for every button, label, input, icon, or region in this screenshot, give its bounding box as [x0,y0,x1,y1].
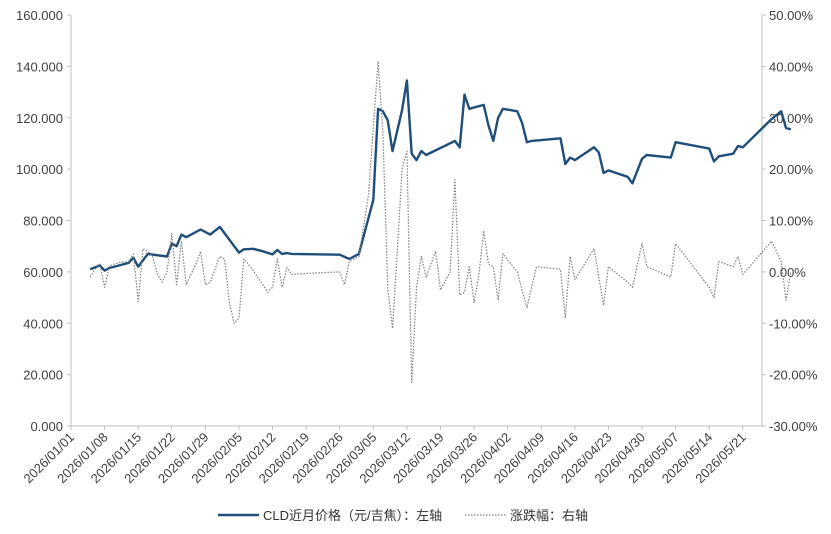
y-right-tick-label: 10.00% [769,214,814,229]
series-layer [89,60,792,383]
y-left-tick-label: 20.000 [23,368,63,383]
legend: CLD近月价格（元/吉焦）：左轴 涨跌幅：右轴 [218,508,588,523]
y-right-tick-label: 50.00% [769,8,814,23]
change-pct-line-series [89,60,792,383]
y-left-tick-label: 0.000 [30,419,63,434]
y-right-tick-label: 20.00% [769,162,814,177]
y-left-tick-label: 160.000 [16,8,63,23]
legend-label-price: CLD近月价格（元/吉焦）：左轴 [263,508,442,523]
y-left-tick-label: 140.000 [16,59,63,74]
legend-label-change-pct: 涨跌幅：右轴 [510,508,588,523]
y-right-tick-label: -20.00% [769,368,818,383]
y-right-tick-label: 40.00% [769,59,814,74]
y-right-tick-label: 30.00% [769,111,814,126]
chart-axes: 0.000 20.000 40.000 60.000 80.000 100.000 120.… [16,8,818,486]
y-left-tick-label: 40.000 [23,316,63,331]
price-line-series [89,79,792,272]
y-left-tick-label: 100.000 [16,162,63,177]
y-left-tick-label: 80.000 [23,214,63,229]
y-right-tick-label: -10.00% [769,316,818,331]
y-left-tick-label: 120.000 [16,111,63,126]
y-right-tick-label: -30.00% [769,419,818,434]
y-left-tick-label: 60.000 [23,265,63,280]
y-right-tick-label: 0.00% [769,265,806,280]
